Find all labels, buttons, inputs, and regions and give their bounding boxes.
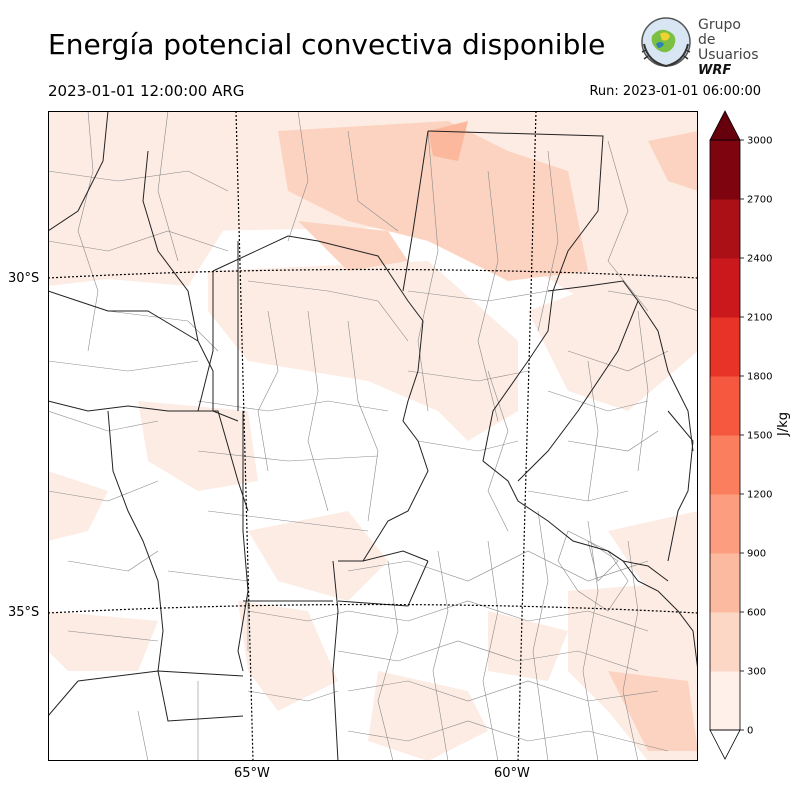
- colorbar-min-extension: [709, 729, 741, 760]
- lon-label-65w: 65°W: [234, 766, 270, 781]
- cape-shading-low: [48, 111, 698, 761]
- lat-label-30s: 30°S: [8, 271, 40, 286]
- colorbar-band: [710, 612, 740, 672]
- province-boundaries: [48, 111, 698, 761]
- colorbar-tick-label: 3000: [747, 136, 772, 147]
- colorbar-band: [710, 376, 740, 436]
- colorbar-tick-label: 2700: [747, 195, 772, 206]
- colorbar-tick-label: 1800: [747, 372, 772, 383]
- colorbar-tick-label: 300: [747, 667, 766, 678]
- colorbar-tick-label: 1500: [747, 431, 772, 442]
- cape-shading-mid: [278, 121, 698, 751]
- colorbar: 0 300 600 900 1200 1500 1800 2100 2400 2700 3000: [709, 110, 772, 760]
- map-frame: [48, 111, 698, 761]
- colorbar-tick-label: 2100: [747, 313, 772, 324]
- colorbar-tick-label: 900: [747, 549, 766, 560]
- wrf-users-logo: Grupo de Usuarios WRF: [638, 14, 759, 78]
- lon-label-60w: 60°W: [494, 766, 530, 781]
- colorbar-band: [710, 140, 740, 200]
- colorbar-tick-label: 0: [747, 726, 753, 737]
- colorbar-band: [710, 671, 740, 731]
- globe-emblem-icon: [641, 17, 691, 68]
- colorbar-band: [710, 494, 740, 554]
- logo-line3: WRF: [698, 63, 732, 78]
- colorbar-band: [710, 435, 740, 495]
- cape-map: [48, 111, 698, 761]
- graticule: [48, 111, 698, 761]
- colorbar-band: [710, 258, 740, 318]
- colorbar-tick-label: 2400: [747, 254, 772, 265]
- run-time: Run: 2023-01-01 06:00:00: [589, 84, 761, 99]
- colorbar-units: J/kg: [776, 412, 791, 436]
- colorbar-band: [710, 553, 740, 613]
- valid-time: 2023-01-01 12:00:00 ARG: [48, 82, 245, 100]
- colorbar-max-extension: [709, 110, 741, 141]
- colorbar-tick-label: 1200: [747, 490, 772, 501]
- colorbar-tick-label: 600: [747, 608, 766, 619]
- logo-line1: Grupo de: [698, 17, 741, 48]
- logo-line2: Usuarios: [698, 47, 759, 63]
- colorbar-band: [710, 317, 740, 377]
- map-title: Energía potencial convectiva disponible: [48, 28, 606, 61]
- lat-label-35s: 35°S: [8, 605, 40, 620]
- colorbar-band: [710, 199, 740, 259]
- department-boundaries: [48, 111, 698, 761]
